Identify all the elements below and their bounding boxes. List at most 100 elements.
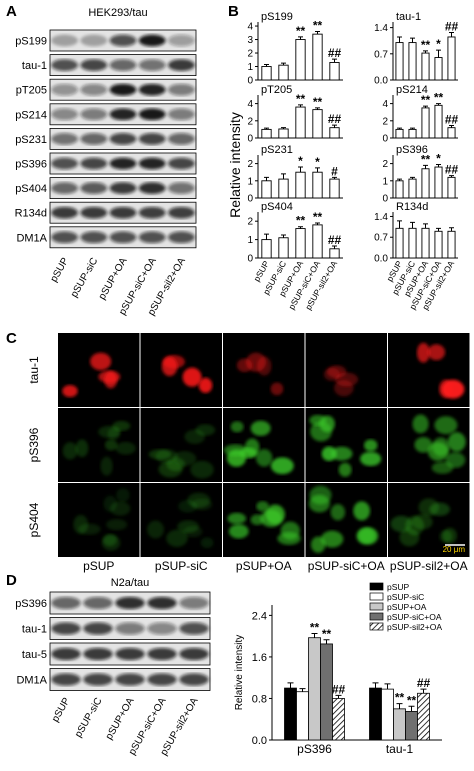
bar	[408, 42, 417, 81]
y-tick-label: 2	[247, 49, 253, 60]
cell	[228, 524, 249, 539]
y-axis-label: Relative intensity	[227, 112, 243, 218]
blot-band	[147, 596, 177, 610]
y-tick-label: 2	[247, 159, 253, 170]
error-bar	[449, 125, 454, 128]
blot-band	[80, 34, 108, 47]
chart-title: R134d	[396, 201, 428, 213]
lane-label: pSUP-siC	[69, 256, 100, 300]
blot-band	[167, 133, 195, 145]
blot-band	[179, 622, 209, 635]
bar	[434, 104, 443, 139]
legend-swatch	[369, 602, 384, 611]
bar	[381, 688, 394, 741]
cell	[190, 460, 214, 479]
error-bar	[299, 688, 306, 692]
error-bar	[423, 164, 428, 169]
chart-title: pT205	[261, 84, 292, 96]
cell	[227, 512, 247, 525]
error-bar	[323, 639, 330, 644]
cell	[161, 356, 178, 377]
blot-row-label: tau-1	[22, 624, 47, 636]
cell	[265, 504, 285, 525]
lane-label: pSUP+OA	[97, 256, 130, 302]
blot-band	[80, 157, 108, 170]
cell	[106, 518, 128, 531]
scale-bar-label: 20 μm	[443, 545, 466, 554]
cell	[412, 414, 429, 434]
cell	[62, 384, 78, 398]
lane-label: pSUP+OA	[104, 696, 137, 742]
error-bar	[410, 176, 415, 180]
cell	[353, 501, 371, 521]
error-bar	[281, 173, 286, 180]
blot-band	[115, 647, 145, 661]
error-bar	[311, 633, 318, 638]
error-bar	[449, 175, 454, 178]
cell	[334, 372, 359, 387]
blot-band	[51, 596, 81, 610]
row-label: pS404	[27, 502, 41, 537]
bar	[405, 711, 418, 741]
cell	[442, 527, 458, 544]
blot-band	[138, 133, 166, 145]
chart-title: pS396	[396, 144, 428, 156]
cell	[223, 444, 248, 457]
cell	[75, 439, 89, 458]
blot-band	[51, 59, 79, 71]
error-bar	[397, 127, 402, 130]
chart-title: pS404	[261, 201, 293, 213]
error-bar	[315, 167, 320, 173]
column-label: pSUP+OA	[236, 559, 292, 573]
blot-band	[109, 34, 137, 47]
significance: ##	[332, 682, 346, 696]
blot-band	[179, 673, 209, 686]
blot-band	[167, 182, 195, 194]
significance: *	[298, 154, 303, 168]
error-bar	[332, 176, 337, 180]
error-bar	[298, 104, 303, 108]
blot-band	[51, 206, 79, 219]
cell	[255, 449, 273, 467]
bar	[447, 230, 456, 259]
significance: ##	[417, 676, 431, 690]
blot-band	[80, 83, 108, 96]
panel-title: HEK293/tau	[88, 7, 147, 19]
error-bar	[298, 226, 303, 229]
bar	[417, 692, 430, 741]
blot-band	[138, 231, 166, 244]
error-bar	[315, 222, 320, 225]
blot-band	[109, 157, 137, 170]
panel-label: C	[6, 330, 17, 347]
bar	[395, 180, 404, 199]
error-bar	[287, 682, 294, 689]
bar	[261, 180, 272, 199]
blot-row-label: pS396	[15, 598, 47, 610]
y-tick-label: 2	[382, 159, 388, 170]
bar	[320, 643, 333, 741]
cell	[112, 420, 131, 431]
bar	[329, 248, 340, 259]
y-tick-label: 0.7	[374, 49, 388, 60]
blot-band	[138, 157, 166, 170]
bar	[295, 228, 306, 259]
legend-label: pSUP	[387, 582, 410, 592]
cell	[447, 432, 466, 452]
cell	[441, 379, 465, 399]
error-bar	[264, 233, 269, 240]
error-bar	[423, 50, 428, 54]
blot-band	[115, 596, 145, 610]
error-bar	[332, 245, 337, 249]
bar	[408, 178, 417, 199]
bar	[296, 691, 309, 741]
blot-band	[109, 108, 137, 121]
row-label: tau-1	[27, 356, 41, 384]
error-bar	[332, 124, 337, 128]
bar	[278, 128, 289, 139]
error-bar	[410, 37, 415, 43]
error-bar	[281, 234, 286, 238]
panel-label: A	[6, 3, 17, 20]
bar	[447, 176, 456, 199]
y-tick-label: 0	[247, 194, 253, 205]
cell	[431, 461, 454, 474]
